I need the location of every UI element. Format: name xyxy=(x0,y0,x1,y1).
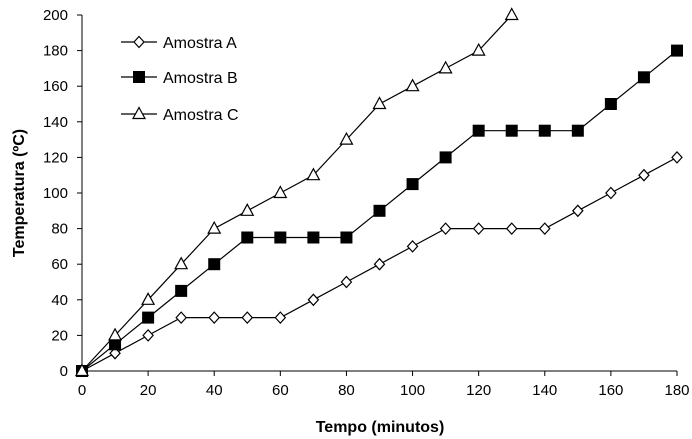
data-point xyxy=(339,131,354,145)
data-point xyxy=(439,151,452,164)
data-point xyxy=(604,98,617,110)
data-point xyxy=(505,222,518,235)
data-point xyxy=(571,124,584,137)
legend-label: Amostra C xyxy=(163,107,239,124)
x-tick-label: 20 xyxy=(140,382,157,399)
legend-item: Amostra B xyxy=(121,70,238,87)
y-tick-label: 180 xyxy=(43,43,68,60)
data-point xyxy=(340,275,353,289)
data-point xyxy=(175,284,188,297)
data-point xyxy=(372,96,387,110)
data-point xyxy=(538,124,551,137)
series-1 xyxy=(76,151,683,378)
data-point xyxy=(538,222,551,235)
legend-label: Amostra B xyxy=(163,70,238,87)
data-point xyxy=(174,256,189,270)
y-tick-label: 100 xyxy=(43,185,68,202)
data-point xyxy=(373,204,386,217)
y-tick-label: 160 xyxy=(43,78,68,95)
data-point xyxy=(504,7,519,21)
data-point xyxy=(307,293,320,307)
data-point xyxy=(307,231,320,244)
data-point xyxy=(208,258,221,271)
y-axis-title: Temperatura (ºC) xyxy=(11,129,28,257)
chart-axes xyxy=(81,15,677,372)
x-axis-ticks: 0 20 40 60 80 100 120 140 160 180 xyxy=(78,371,690,399)
legend-marker xyxy=(133,71,145,83)
data-point xyxy=(141,292,156,305)
legend-label: Amostra A xyxy=(163,35,237,52)
y-tick-label: 80 xyxy=(51,221,68,238)
data-point xyxy=(605,186,617,200)
data-point xyxy=(671,44,683,57)
data-point xyxy=(142,311,155,324)
y-tick-label: 140 xyxy=(43,114,68,131)
data-point xyxy=(74,363,90,377)
x-tick-label: 80 xyxy=(338,382,355,399)
data-point xyxy=(273,185,288,199)
x-axis-title: Tempo (minutos) xyxy=(316,419,445,436)
legend-item: Amostra A xyxy=(121,35,237,52)
x-tick-label: 160 xyxy=(598,382,623,399)
data-point xyxy=(175,311,187,324)
data-point xyxy=(572,204,584,218)
data-point xyxy=(208,311,221,324)
x-tick-label: 100 xyxy=(400,382,425,399)
y-tick-label: 200 xyxy=(43,7,68,24)
data-point xyxy=(439,222,452,235)
data-point xyxy=(109,346,121,360)
series-layer xyxy=(74,7,683,378)
data-point xyxy=(406,240,419,253)
data-point xyxy=(638,168,650,182)
y-tick-label: 40 xyxy=(51,292,68,309)
data-point xyxy=(637,71,650,84)
x-tick-label: 140 xyxy=(532,382,557,399)
data-point xyxy=(240,203,255,216)
legend-marker xyxy=(133,35,145,49)
x-tick-label: 180 xyxy=(664,382,689,399)
y-tick-label: 0 xyxy=(60,363,68,380)
data-point xyxy=(406,178,419,191)
data-point xyxy=(340,231,353,244)
legend-item: Amostra C xyxy=(121,106,239,124)
y-tick-label: 120 xyxy=(43,149,68,166)
data-point xyxy=(671,151,683,164)
x-tick-label: 60 xyxy=(272,382,289,399)
legend-marker xyxy=(131,106,147,120)
x-tick-label: 120 xyxy=(466,382,491,399)
data-point xyxy=(505,124,518,137)
data-point xyxy=(373,257,386,271)
series-3 xyxy=(74,7,519,377)
data-point xyxy=(241,231,254,244)
data-point xyxy=(438,60,453,74)
data-point xyxy=(274,231,287,244)
data-point xyxy=(472,124,485,137)
data-point xyxy=(207,220,222,234)
data-point xyxy=(405,78,420,92)
data-point xyxy=(472,222,485,235)
legend: Amostra A Amostra B Amostra C xyxy=(121,35,239,124)
data-point xyxy=(108,327,123,341)
y-tick-label: 20 xyxy=(51,327,68,344)
data-point xyxy=(142,329,154,342)
data-point xyxy=(306,167,321,181)
data-point xyxy=(274,311,287,324)
data-point xyxy=(471,42,486,56)
data-point xyxy=(241,311,254,324)
x-tick-label: 40 xyxy=(206,382,223,399)
series-2 xyxy=(76,44,683,377)
x-tick-label: 0 xyxy=(78,382,86,399)
y-tick-label: 60 xyxy=(51,256,68,273)
y-axis-ticks: 0 20 40 60 80 100 120 140 160 180 200 xyxy=(43,7,82,380)
